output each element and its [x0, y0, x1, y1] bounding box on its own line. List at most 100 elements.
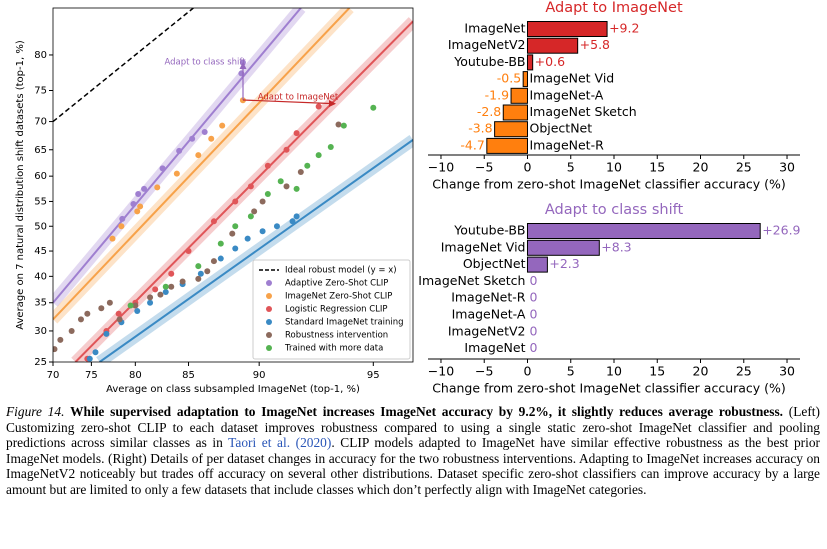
y-tick-label: 45	[34, 246, 47, 257]
caption-body: . CLIP models adapted to ImageNet have s…	[6, 435, 820, 497]
point	[293, 130, 300, 137]
figure: Adapt to class shift Adapt to ImageNet 7…	[15, 0, 801, 396]
x-tick-label: 5	[567, 160, 575, 175]
citation[interactable]: Taori et al. (2020)	[228, 435, 332, 451]
y-tick-label: 40	[34, 271, 47, 282]
bar	[526, 54, 534, 71]
point	[283, 146, 290, 153]
x-tick-label: 80	[129, 370, 142, 381]
point	[232, 245, 239, 252]
x-tick-label: 15	[649, 364, 665, 379]
point	[53, 346, 58, 353]
x-tick-label: 20	[693, 160, 709, 175]
fit-line	[99, 139, 413, 362]
category-label: ImageNet	[464, 21, 525, 36]
value-label: -3.8	[468, 121, 492, 136]
point	[259, 228, 266, 235]
legend-label: Logistic Regression CLIP	[285, 305, 388, 315]
point	[210, 258, 217, 265]
category-label: ImageNetV2	[448, 323, 526, 338]
plot-area	[53, 8, 413, 362]
bar	[526, 37, 579, 54]
caption-headline: While supervised adaptation to ImageNet …	[70, 404, 784, 419]
point	[195, 275, 202, 282]
point	[162, 289, 169, 296]
point	[92, 349, 99, 356]
y-tick-label: 35	[34, 298, 47, 309]
point	[229, 230, 236, 237]
y-tick-label: 25	[34, 357, 47, 368]
bar	[526, 223, 761, 239]
caption: Figure 14. While supervised adaptation t…	[6, 404, 820, 498]
legend-marker	[266, 332, 272, 338]
value-label: +0.6	[535, 54, 565, 69]
point	[195, 152, 202, 159]
point	[277, 178, 284, 185]
point	[159, 165, 166, 172]
point	[293, 213, 300, 220]
point	[232, 223, 239, 230]
x-tick-label: 25	[736, 160, 752, 175]
category-label: ImageNet-R	[451, 290, 526, 305]
point	[219, 122, 226, 129]
y-tick-label: 30	[34, 326, 47, 337]
legend-marker	[266, 280, 272, 286]
point	[297, 169, 304, 176]
reference-line	[53, 8, 194, 123]
value-label: -4.7	[460, 137, 484, 152]
category-label: ImageNet Vid	[441, 239, 526, 254]
value-label: +9.2	[609, 21, 639, 36]
point	[162, 283, 169, 290]
point	[154, 184, 161, 191]
bar	[486, 137, 528, 154]
point	[217, 240, 224, 247]
point	[289, 218, 296, 225]
point	[168, 270, 175, 277]
point	[335, 121, 342, 128]
x-tick-label: −5	[475, 364, 493, 379]
point	[134, 208, 141, 215]
point	[127, 302, 134, 309]
x-axis-label: Average on class subsampled ImageNet (to…	[106, 384, 360, 395]
point	[273, 223, 280, 230]
y-tick-label: 50	[34, 221, 47, 232]
point	[106, 299, 113, 306]
point	[57, 336, 64, 343]
x-tick-label: 85	[182, 370, 195, 381]
point	[195, 263, 202, 270]
x-tick-label: −5	[475, 160, 493, 175]
point	[176, 147, 183, 154]
y-tick-label: 55	[34, 196, 47, 207]
point	[68, 327, 75, 334]
x-axis-label: Change from zero-shot ImageNet classifie…	[432, 177, 786, 192]
point	[118, 223, 125, 230]
point	[134, 307, 141, 314]
x-tick-label: −10	[428, 160, 454, 175]
point	[98, 305, 105, 312]
chart-title: Adapt to class shift	[545, 202, 684, 218]
point	[327, 144, 334, 151]
legend-label: Ideal robust model (y = x)	[285, 266, 397, 276]
point	[116, 316, 123, 323]
x-tick-label: 15	[649, 160, 665, 175]
category-label: ImageNet-A	[452, 307, 526, 322]
y-tick-label: 80	[34, 50, 47, 61]
annotation: Adapt to ImageNet	[258, 93, 339, 103]
bar	[526, 239, 600, 256]
legend-label: Standard ImageNet training	[285, 318, 404, 328]
point	[137, 203, 144, 210]
point	[189, 135, 196, 142]
value-label: 0	[529, 273, 537, 288]
point	[217, 255, 224, 262]
category-label: ImageNetV2	[448, 37, 526, 52]
y-axis-label: Average on 7 natural distribution shift …	[15, 40, 26, 330]
point	[185, 248, 192, 255]
point	[77, 316, 84, 323]
y-tick-label: 75	[34, 86, 47, 97]
point	[210, 218, 217, 225]
point	[370, 104, 377, 111]
x-axis-label: Change from zero-shot ImageNet classifie…	[432, 381, 786, 396]
arrow-head	[239, 62, 247, 69]
x-tick-label: 30	[779, 364, 795, 379]
category-label: ImageNet-R	[529, 137, 604, 152]
